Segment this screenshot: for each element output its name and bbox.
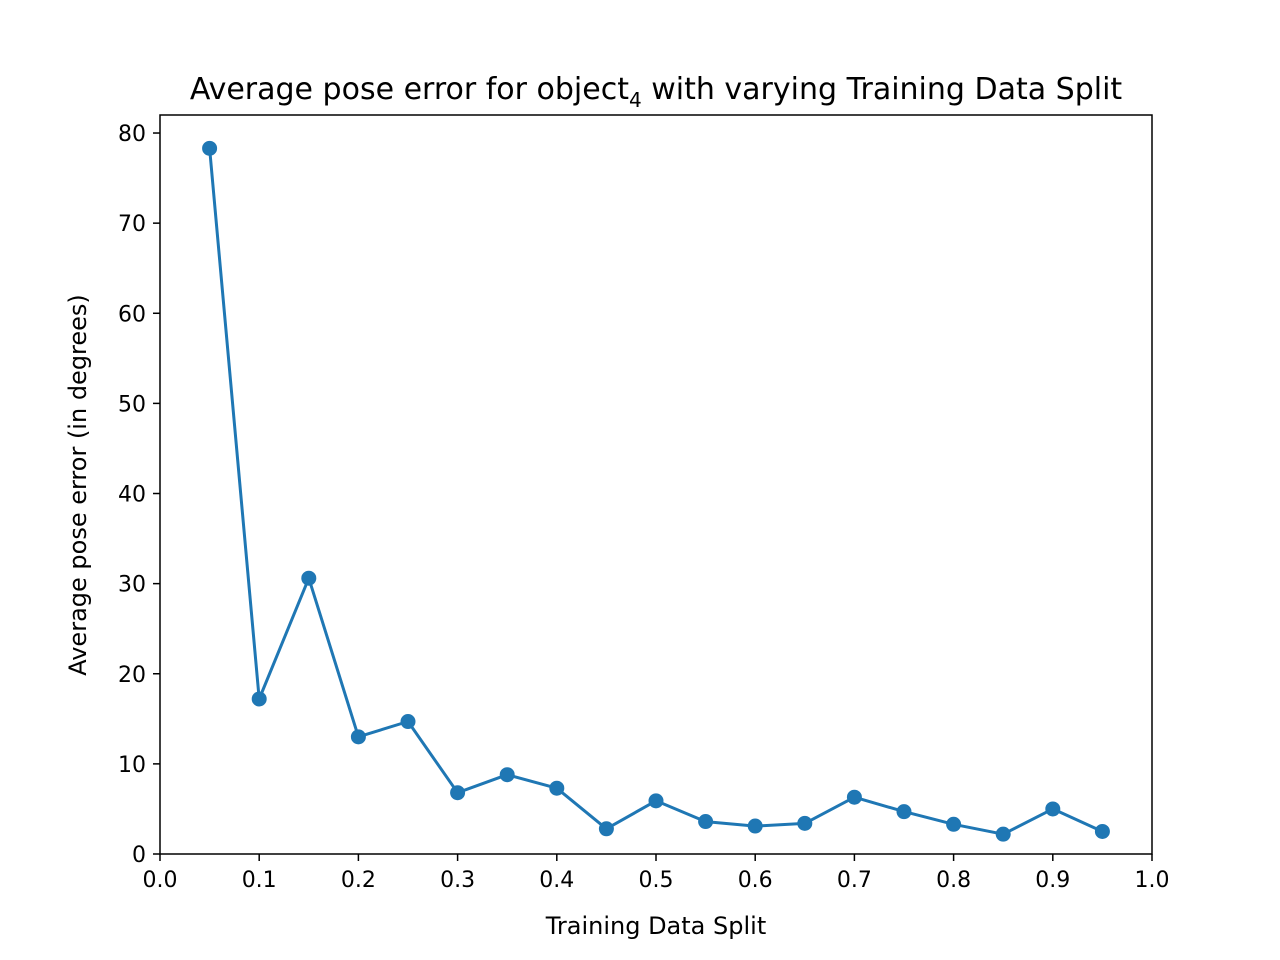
data-point [1094, 823, 1110, 839]
x-tick-label: 0.8 [936, 868, 971, 893]
y-tick-label: 20 [118, 663, 146, 688]
data-point [1045, 801, 1061, 817]
data-point [350, 729, 366, 745]
data-point [450, 785, 466, 801]
x-tick-label: 0.1 [242, 868, 277, 893]
x-tick-label: 1.0 [1135, 868, 1170, 893]
x-axis: 0.0 0.1 0.2 0.3 0.4 0.5 0.6 0.7 0.8 0.9 1.0 [143, 854, 1170, 893]
chart-title: Average pose error for object4 with vary… [190, 72, 1123, 112]
y-tick-label: 60 [118, 302, 146, 327]
x-tick-label: 0.7 [837, 868, 872, 893]
data-point [698, 814, 714, 830]
data-point [797, 815, 813, 831]
data-point [549, 780, 565, 796]
x-tick-label: 0.0 [143, 868, 178, 893]
y-tick-label: 70 [118, 212, 146, 237]
data-point [499, 767, 515, 783]
x-tick-label: 0.2 [341, 868, 376, 893]
data-point [648, 793, 664, 809]
plot-frame [159, 114, 1153, 855]
data-point [896, 804, 912, 820]
data-point [251, 691, 267, 707]
chart-title-rest: with varying Training Data Split [642, 72, 1123, 107]
x-tick-label: 0.6 [738, 868, 773, 893]
x-tick-label: 0.4 [539, 868, 574, 893]
x-tick-label: 0.5 [639, 868, 674, 893]
y-tick-label: 10 [118, 753, 146, 778]
y-tick-label: 30 [118, 573, 146, 598]
data-point [946, 816, 962, 832]
y-tick-label: 0 [132, 843, 146, 868]
data-point [995, 826, 1011, 842]
data-point [202, 140, 218, 156]
data-point [846, 789, 862, 805]
y-tick-label: 40 [118, 483, 146, 508]
chart-title-main: Average pose error for object [190, 72, 629, 107]
y-tick-label: 80 [118, 122, 146, 147]
data-point [747, 818, 763, 834]
y-axis: 0 10 20 30 40 50 60 70 80 [118, 122, 160, 868]
data-point [400, 714, 416, 730]
data-point [301, 570, 317, 586]
y-axis-label: Average pose error (in degrees) [64, 294, 92, 676]
x-tick-label: 0.3 [440, 868, 475, 893]
x-tick-label: 0.9 [1035, 868, 1070, 893]
x-axis-label: Training Data Split [545, 912, 766, 940]
series-line [208, 148, 1104, 836]
chart-title-subscript: 4 [629, 88, 642, 112]
series-group [202, 140, 1110, 842]
data-point [598, 821, 614, 837]
y-tick-label: 50 [118, 392, 146, 417]
